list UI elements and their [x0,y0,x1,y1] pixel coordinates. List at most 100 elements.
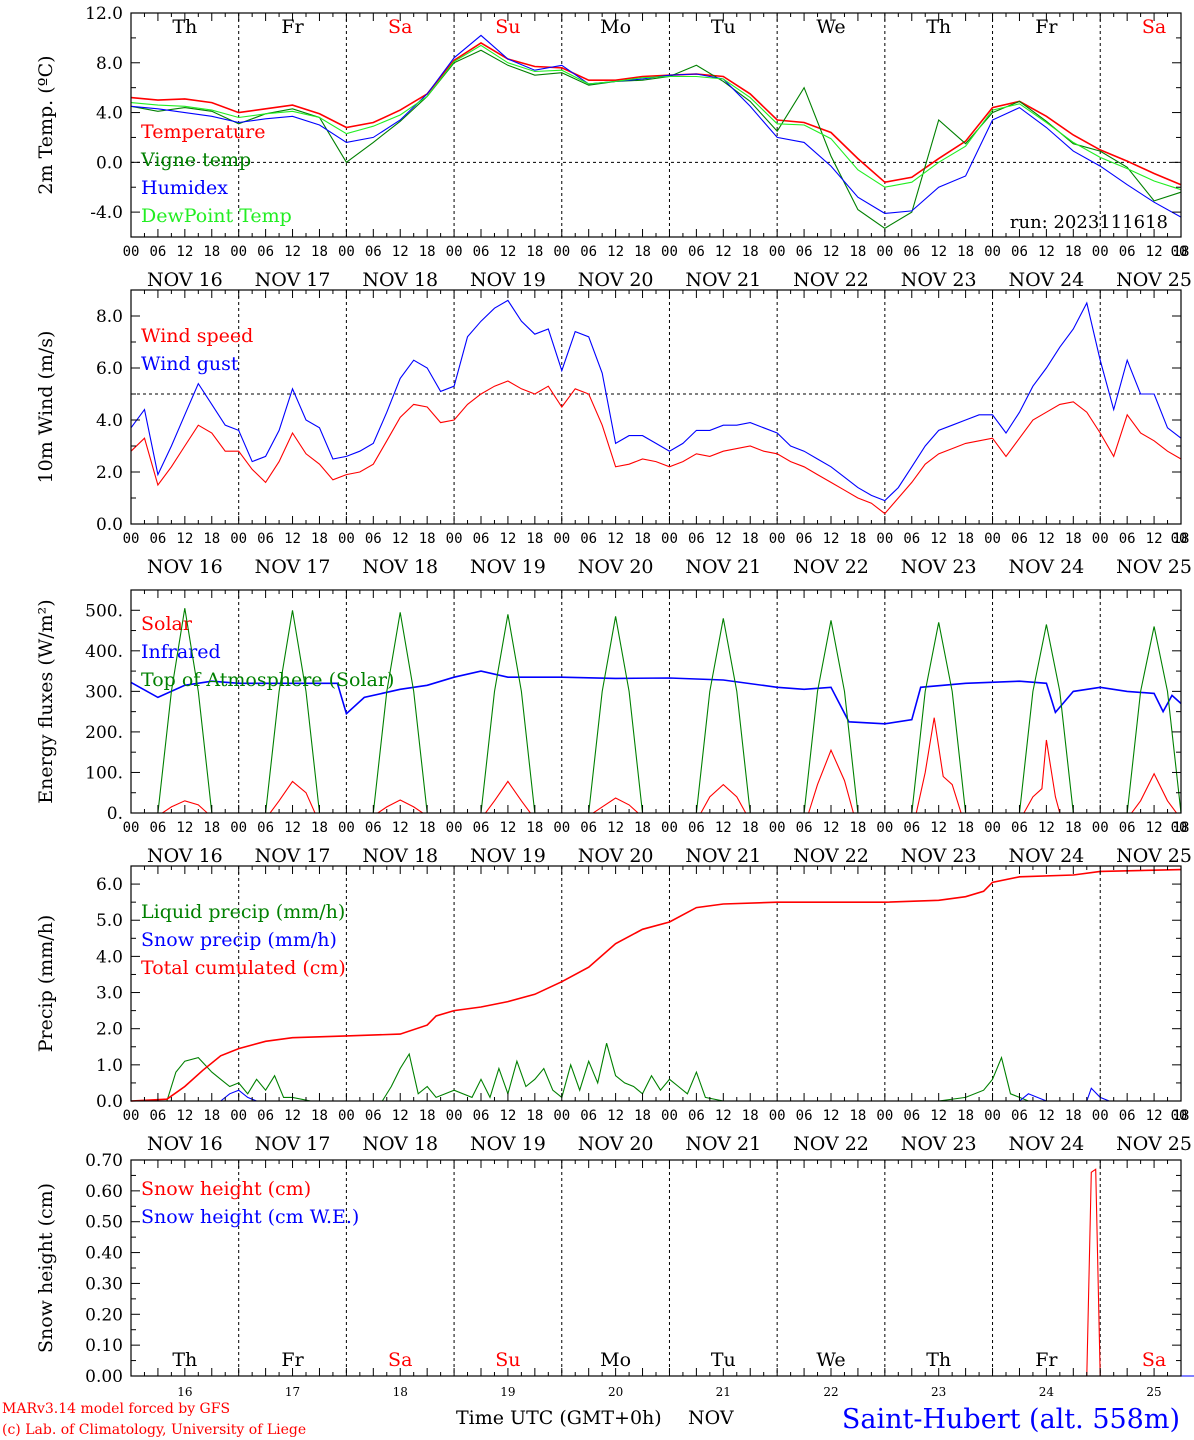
series-line-3 [130,868,1182,1102]
date-label: NOV 16 [147,556,223,578]
series-line-1 [130,380,1182,515]
date-label: NOV 21 [685,845,761,867]
hour-label: 00 [984,820,1001,836]
hour-label: 00 [123,244,140,260]
panel-3: Solar Infrared Top of Atmosphere (Solar) 0.… [35,589,1192,867]
weekday-label: Th [926,16,951,38]
hour-label: 18 [849,531,866,547]
hour-label: 12 [176,1108,193,1124]
hour-label: 06 [580,820,597,836]
series-line-1 [131,1043,1181,1102]
y-axis-label: Energy fluxes (W/m²) [35,599,57,803]
date-label: NOV 23 [901,556,977,578]
hour-label: 06 [257,244,274,260]
hour-label: 18 [526,244,543,260]
hour-label: 06 [688,244,705,260]
hour-label: 12 [499,1108,516,1124]
hour-label: 12 [1146,244,1163,260]
y-tick-label: 200. [85,723,123,743]
date-label: NOV 22 [793,556,869,578]
date-label: NOV 18 [362,1133,438,1155]
panel-1: Temperature Vigne temp Humidex DewPoint Tem… [35,4,1192,291]
hour-label: 00 [661,820,678,836]
hour-label: 06 [903,820,920,836]
y-tick-label: 4.0 [96,411,123,431]
hour-label: 00 [1092,820,1109,836]
y-tick-label: 500. [85,601,123,621]
y-tick-label: -4.0 [90,203,123,223]
y-tick-label: 100. [85,763,123,783]
hour-label: 00 [123,820,140,836]
day-number-label: 23 [931,1385,946,1399]
hour-label: 00 [1092,1108,1109,1124]
series-line-1 [130,41,1182,186]
date-label: NOV 17 [255,269,331,291]
hour-label: 06 [796,531,813,547]
hour-label: 18 [1065,820,1082,836]
hour-label: 06 [1119,820,1136,836]
hour-label: 18 [957,244,974,260]
series-line-1 [131,1168,1194,1377]
hour-label: 18 [957,1108,974,1124]
hour-label: 06 [1011,820,1028,836]
hour-label: 00 [446,244,463,260]
hour-label: 18 [1173,531,1190,547]
day-number-label: 21 [716,1385,731,1399]
panel-4: Liquid precip (mm/h) Snow precip (mm/h) To… [35,865,1192,1155]
hour-label: 00 [230,820,247,836]
date-label: NOV 21 [685,1133,761,1155]
hour-label: 00 [338,1108,355,1124]
hour-label: 06 [1119,531,1136,547]
hour-label: 06 [257,531,274,547]
hour-label: 06 [473,820,490,836]
date-label: NOV 18 [362,845,438,867]
y-tick-label: 4.0 [96,104,123,124]
legend-entry-3: Top of Atmosphere (Solar) [141,669,394,691]
weekday-label: Th [172,16,197,38]
series-line-3 [130,34,1182,218]
day-number-label: 19 [500,1385,515,1399]
hour-label: 18 [1173,244,1190,260]
date-label: NOV 25 [1116,269,1192,291]
hour-label: 12 [930,1108,947,1124]
hour-label: 06 [796,244,813,260]
date-label: NOV 17 [255,556,331,578]
hour-label: 12 [607,1108,624,1124]
plot-frame [130,289,1182,525]
weekday-label: Th [172,1349,197,1371]
y-tick-label: 6.0 [96,359,123,379]
date-label: NOV 18 [362,556,438,578]
hour-label: 18 [849,1108,866,1124]
hour-label: 18 [311,531,328,547]
hour-label: 00 [1171,531,1188,547]
hour-label: 12 [176,531,193,547]
date-label: NOV 19 [470,269,546,291]
hour-label: 12 [930,244,947,260]
y-tick-label: 0.60 [85,1182,123,1202]
hour-label: 12 [1038,1108,1055,1124]
date-label: NOV 23 [901,1133,977,1155]
date-label: NOV 22 [793,269,869,291]
hour-label: 00 [338,244,355,260]
y-tick-label: 0.40 [85,1244,123,1264]
run-label: run: 2023111618 [1010,212,1168,233]
hour-label: 12 [1146,820,1163,836]
hour-label: 00 [338,820,355,836]
weekday-label: Fr [281,1349,304,1371]
y-axis-label: 10m Wind (m/s) [35,331,57,484]
hour-label: 06 [688,820,705,836]
series-line-3 [131,608,1182,814]
hour-label: 06 [1119,1108,1136,1124]
legend-entry-2: Snow height (cm W.E.) [141,1206,359,1228]
weekday-label: Fr [281,16,304,38]
hour-label: 12 [930,820,947,836]
y-tick-label: 0.0 [96,153,123,173]
hour-label: 00 [1171,244,1188,260]
hour-label: 06 [149,1108,166,1124]
date-label: NOV 20 [578,1133,654,1155]
series-line-2 [130,299,1182,502]
hour-label: 12 [176,820,193,836]
station-label: Saint-Hubert (alt. 558m) [842,1404,1180,1435]
y-tick-label: 0.20 [85,1305,123,1325]
panel-5: Snow height (cm) Snow height (cm W.E.) 0.0… [35,1151,1194,1399]
